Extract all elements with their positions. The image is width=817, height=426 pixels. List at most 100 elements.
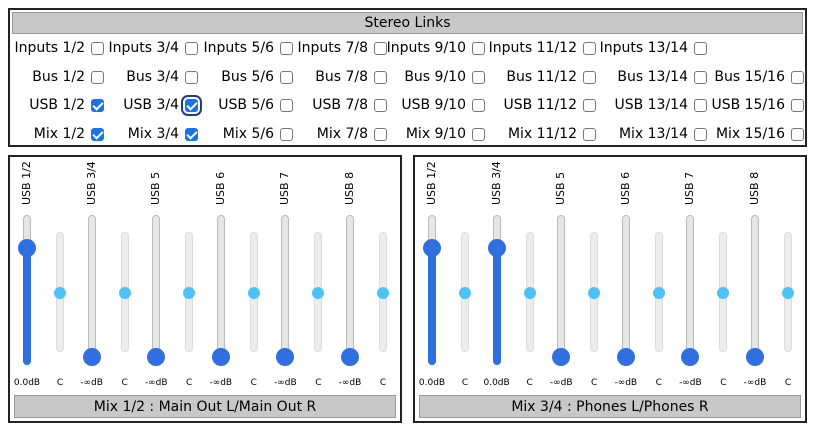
link-checkbox[interactable] bbox=[791, 71, 804, 84]
link-checkbox[interactable] bbox=[91, 128, 104, 141]
link-checkbox[interactable] bbox=[694, 99, 707, 112]
level-fader[interactable] bbox=[487, 239, 506, 257]
level-label: -∞dB bbox=[209, 378, 233, 388]
level-label: -∞dB bbox=[679, 378, 702, 388]
link-label: USB 1/2 bbox=[29, 97, 85, 113]
level-label: -∞dB bbox=[144, 378, 168, 388]
level-track bbox=[621, 215, 630, 365]
channel-name: USB 1/2 bbox=[20, 161, 33, 205]
link-checkbox[interactable] bbox=[694, 71, 707, 84]
link-label: Bus 5/6 bbox=[221, 69, 274, 85]
level-fill bbox=[23, 248, 31, 365]
link-label: Inputs 7/8 bbox=[297, 40, 368, 56]
link-label: Mix 1/2 bbox=[33, 126, 85, 142]
pan-fader[interactable] bbox=[652, 287, 665, 299]
pan-label: C bbox=[720, 378, 727, 388]
pan-fader[interactable] bbox=[118, 287, 131, 299]
link-label: Inputs 3/4 bbox=[108, 40, 179, 56]
channel-name: USB 1/2 bbox=[425, 161, 438, 205]
link-checkbox[interactable] bbox=[791, 99, 804, 112]
link-checkbox[interactable] bbox=[791, 128, 804, 141]
pan-fader[interactable] bbox=[588, 287, 601, 299]
link-label: Mix 15/16 bbox=[715, 126, 785, 142]
level-fader[interactable] bbox=[423, 239, 441, 257]
level-fader[interactable] bbox=[82, 348, 101, 366]
link-checkbox[interactable] bbox=[472, 71, 485, 84]
link-checkbox[interactable] bbox=[185, 42, 198, 55]
mix-title: Mix 3/4 : Phones L/Phones R bbox=[419, 395, 801, 418]
link-checkbox[interactable] bbox=[583, 71, 596, 84]
level-fader[interactable] bbox=[341, 348, 359, 366]
link-checkbox[interactable] bbox=[583, 99, 596, 112]
pan-label: C bbox=[379, 378, 387, 388]
pan-fader[interactable] bbox=[717, 287, 730, 299]
channel-name: USB 3/4 bbox=[489, 161, 503, 205]
level-fader[interactable] bbox=[552, 348, 571, 366]
link-checkbox[interactable] bbox=[280, 128, 293, 141]
level-track bbox=[281, 215, 290, 365]
link-checkbox[interactable] bbox=[472, 99, 485, 112]
level-fader[interactable] bbox=[616, 348, 635, 366]
link-checkbox[interactable] bbox=[280, 71, 293, 84]
link-checkbox[interactable] bbox=[280, 42, 293, 55]
link-label: USB 15/16 bbox=[711, 97, 785, 113]
mix-title: Mix 1/2 : Main Out L/Main Out R bbox=[14, 395, 396, 418]
link-checkbox[interactable] bbox=[280, 99, 293, 112]
link-checkbox[interactable] bbox=[185, 71, 198, 84]
channel-name: USB 7 bbox=[683, 171, 697, 205]
link-checkbox[interactable] bbox=[374, 42, 387, 55]
pan-fader[interactable] bbox=[54, 287, 66, 299]
link-checkbox[interactable] bbox=[374, 99, 387, 112]
pan-fader[interactable] bbox=[459, 287, 471, 299]
link-checkbox[interactable] bbox=[91, 99, 104, 112]
pan-label: C bbox=[591, 378, 598, 388]
level-fader[interactable] bbox=[746, 348, 764, 366]
link-label: Inputs 9/10 bbox=[386, 40, 466, 56]
link-checkbox[interactable] bbox=[583, 128, 596, 141]
link-checkbox[interactable] bbox=[185, 128, 198, 141]
level-label: 0.0dB bbox=[418, 378, 446, 388]
level-fill bbox=[428, 248, 436, 365]
level-track bbox=[346, 215, 354, 365]
level-fader[interactable] bbox=[681, 348, 700, 366]
level-track bbox=[557, 215, 566, 365]
link-label: USB 7/8 bbox=[312, 97, 368, 113]
level-label: -∞dB bbox=[274, 378, 297, 388]
link-label: Inputs 13/14 bbox=[599, 40, 688, 56]
level-fader[interactable] bbox=[147, 348, 166, 366]
pan-fader[interactable] bbox=[247, 287, 260, 299]
link-checkbox[interactable] bbox=[472, 42, 485, 55]
link-checkbox[interactable] bbox=[374, 128, 387, 141]
link-checkbox[interactable] bbox=[694, 128, 707, 141]
level-fader[interactable] bbox=[276, 348, 295, 366]
link-checkbox[interactable] bbox=[374, 71, 387, 84]
link-label: Inputs 11/12 bbox=[488, 40, 577, 56]
link-checkbox[interactable] bbox=[583, 42, 596, 55]
link-checkbox[interactable] bbox=[91, 42, 104, 55]
level-label: -∞dB bbox=[743, 378, 767, 388]
level-fader[interactable] bbox=[18, 239, 36, 257]
link-label: Bus 11/12 bbox=[506, 69, 577, 85]
pan-fader[interactable] bbox=[523, 287, 536, 299]
pan-fader[interactable] bbox=[782, 287, 794, 299]
link-label: Mix 13/14 bbox=[618, 126, 688, 142]
pan-fader[interactable] bbox=[312, 287, 325, 299]
channel-name: USB 6 bbox=[213, 171, 227, 205]
level-fader[interactable] bbox=[211, 348, 230, 366]
level-fill bbox=[492, 248, 501, 365]
level-track bbox=[686, 215, 695, 365]
pan-fader[interactable] bbox=[377, 287, 389, 299]
link-checkbox[interactable] bbox=[472, 128, 485, 141]
link-label: Inputs 5/6 bbox=[203, 40, 274, 56]
pan-label: C bbox=[121, 378, 128, 388]
channel-name: USB 3/4 bbox=[84, 161, 98, 205]
link-label: USB 3/4 bbox=[123, 97, 179, 113]
channel-name: USB 5 bbox=[149, 171, 163, 205]
pan-fader[interactable] bbox=[183, 287, 196, 299]
link-checkbox[interactable] bbox=[694, 42, 707, 55]
pan-label: C bbox=[315, 378, 322, 388]
channel-name: USB 8 bbox=[343, 171, 356, 205]
link-checkbox[interactable] bbox=[181, 95, 202, 116]
link-checkbox[interactable] bbox=[91, 71, 104, 84]
